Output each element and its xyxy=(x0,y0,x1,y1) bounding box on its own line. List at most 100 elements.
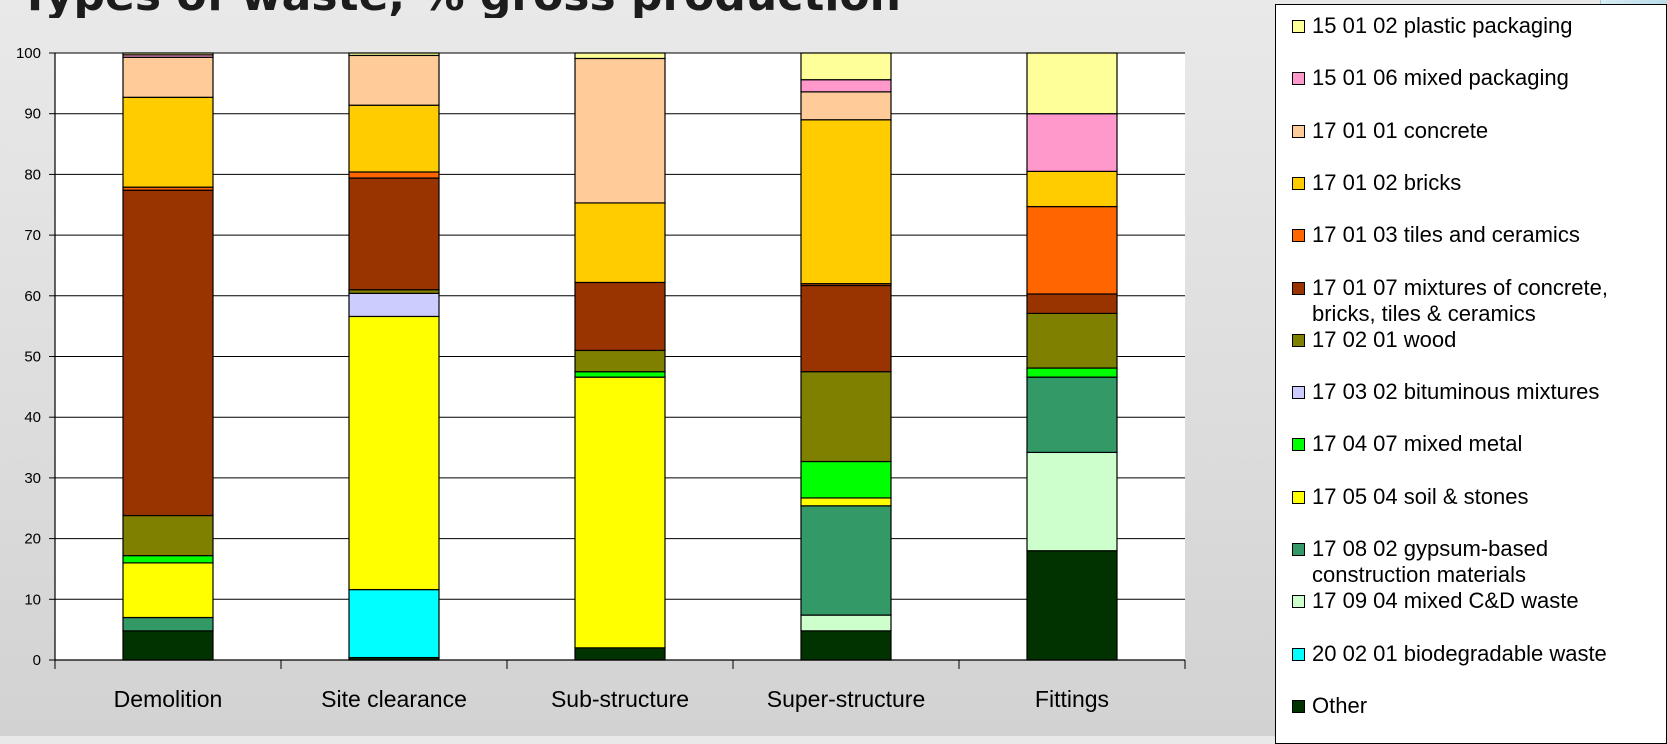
y-tick-label: 0 xyxy=(33,652,41,669)
bar-segment xyxy=(800,630,892,661)
bar-segment xyxy=(800,460,892,499)
y-tick-label: 50 xyxy=(24,349,41,366)
bar-segment xyxy=(122,52,214,56)
bar-segment xyxy=(800,284,892,373)
legend-label: 17 03 02 bituminous mixtures xyxy=(1312,379,1600,405)
legend-swatch xyxy=(1292,176,1305,190)
bar-segment xyxy=(1026,367,1118,378)
legend: 15 01 02 plastic packaging 15 01 06 mixed… xyxy=(1275,4,1667,744)
legend-swatch xyxy=(1292,595,1305,609)
bar-segment xyxy=(348,54,440,106)
legend-swatch xyxy=(1292,281,1305,295)
bar-segment xyxy=(1026,550,1118,661)
legend-label: 17 09 04 mixed C&D waste xyxy=(1312,588,1579,614)
y-tick-label: 10 xyxy=(24,591,41,608)
legend-item: 17 01 01 concrete xyxy=(1292,117,1489,144)
bar-segment xyxy=(348,588,440,659)
y-tick-label: 70 xyxy=(24,227,41,244)
legend-label: 15 01 06 mixed packaging xyxy=(1312,65,1569,91)
legend-swatch xyxy=(1292,647,1305,661)
legend-item: 15 01 06 mixed packaging xyxy=(1292,65,1569,91)
bar-segment xyxy=(800,91,892,121)
x-tick-label: Fittings xyxy=(1035,686,1109,712)
bar-stack xyxy=(122,52,214,661)
bar-segment xyxy=(1026,451,1118,552)
bar-segment xyxy=(574,349,666,373)
bar-segment xyxy=(800,79,892,93)
bar-segment xyxy=(1026,293,1118,315)
bar-segment xyxy=(800,52,892,81)
legend-label: 17 02 01 wood xyxy=(1312,326,1457,352)
bar-segment xyxy=(122,96,214,188)
legend-item: 17 09 04 mixed C&D waste xyxy=(1292,588,1579,614)
x-tick-label: Site clearance xyxy=(321,686,467,712)
legend-label: 17 04 07 mixed metal xyxy=(1312,431,1523,457)
bar-segment xyxy=(1026,376,1118,454)
bar-segment xyxy=(122,514,214,557)
chart-title: Types of waste, % gross production xyxy=(20,0,901,18)
bar-segment xyxy=(1026,170,1118,208)
legend-label: 17 01 07 mixtures of concrete, bricks, t… xyxy=(1312,274,1608,326)
bar-segment xyxy=(574,57,666,204)
legend-label: Other xyxy=(1312,692,1368,718)
bar-segment xyxy=(348,177,440,291)
bar-segment xyxy=(122,630,214,661)
y-tick-label: 60 xyxy=(24,288,41,305)
legend-item: 17 08 02 gypsum-based construction mater… xyxy=(1292,536,1549,588)
bar-segment xyxy=(800,371,892,463)
y-tick-label: 80 xyxy=(24,166,41,183)
bar-stack xyxy=(574,52,666,661)
axes: 0 10 20 30 40 50 60 70 80 90 100 Demolition Site cle… xyxy=(16,45,1186,712)
bar-segment xyxy=(800,614,892,632)
bar-segment xyxy=(800,505,892,616)
legend-swatch xyxy=(1292,124,1305,138)
legend-item: 17 02 01 wood xyxy=(1292,326,1457,353)
bar-segment xyxy=(574,52,666,60)
bar-segment xyxy=(800,119,892,285)
bar-segment xyxy=(348,52,440,57)
legend-label: 15 01 02 plastic packaging xyxy=(1312,13,1573,38)
legend-label: 17 08 02 gypsum-based construction mater… xyxy=(1312,536,1549,587)
bar-segment xyxy=(1026,52,1118,115)
legend-item: 17 03 02 bituminous mixtures xyxy=(1292,379,1600,405)
bar-segment xyxy=(574,647,666,661)
legend-label: 17 01 03 tiles and ceramics xyxy=(1312,222,1580,248)
legend-item: 17 04 07 mixed metal xyxy=(1292,431,1523,457)
bar-segment xyxy=(348,315,440,591)
legend-label: 20 02 01 biodegradable waste xyxy=(1312,640,1607,666)
legend-item: 20 02 01 biodegradable waste xyxy=(1292,640,1607,667)
bar-segment xyxy=(348,292,440,318)
bar-segment xyxy=(348,171,440,179)
legend-item: 15 01 02 plastic packaging xyxy=(1292,13,1573,39)
legend-swatch xyxy=(1292,20,1305,33)
x-tick-label: Super-structure xyxy=(767,686,926,712)
bar-segment xyxy=(1026,205,1118,295)
bar-segment xyxy=(348,104,440,173)
bars xyxy=(122,52,1118,661)
y-tick-label: 100 xyxy=(16,45,41,62)
bar-segment xyxy=(122,56,214,98)
bar-segment xyxy=(574,376,666,649)
bar-segment xyxy=(574,202,666,284)
bar-stack xyxy=(1026,52,1118,661)
legend-swatch xyxy=(1292,543,1305,556)
y-tick-label: 30 xyxy=(24,470,41,487)
legend-item: 17 05 04 soil & stones xyxy=(1292,483,1529,510)
legend-label: 17 01 01 concrete xyxy=(1312,117,1489,143)
legend-label: 17 01 02 bricks xyxy=(1312,169,1462,195)
legend-label: 17 05 04 soil & stones xyxy=(1312,483,1529,509)
legend-swatch xyxy=(1292,333,1305,347)
bar-segment xyxy=(574,371,666,378)
bar-segment xyxy=(1026,113,1118,172)
y-tick-label: 90 xyxy=(24,106,41,123)
bar-segment xyxy=(122,562,214,619)
legend-item: 17 01 02 bricks xyxy=(1292,169,1462,196)
x-tick-label: Demolition xyxy=(114,686,223,712)
legend-swatch xyxy=(1292,72,1305,86)
legend-swatch xyxy=(1292,490,1305,504)
y-tick-label: 20 xyxy=(24,531,41,548)
legend-swatch xyxy=(1292,229,1305,243)
bar-stack xyxy=(800,52,892,661)
legend-swatch xyxy=(1292,386,1305,400)
